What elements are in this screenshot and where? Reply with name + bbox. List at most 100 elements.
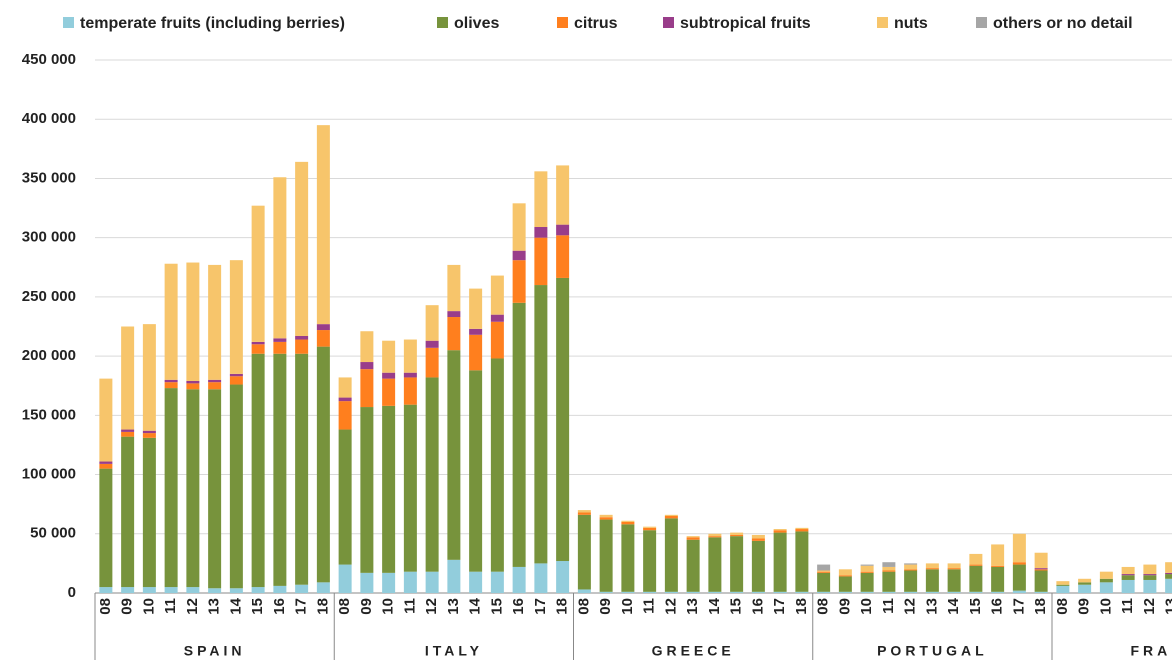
bar-segment bbox=[1012, 533, 1026, 563]
bar-segment bbox=[534, 227, 548, 238]
bar-segment bbox=[1121, 575, 1135, 580]
bar-segment bbox=[142, 433, 156, 438]
x-tick-label: 12 bbox=[902, 598, 919, 615]
bar-segment bbox=[969, 591, 983, 593]
bar-segment bbox=[1034, 570, 1048, 592]
x-tick-label: 12 bbox=[1141, 598, 1158, 615]
bar-segment bbox=[708, 537, 722, 592]
bar-segment bbox=[469, 571, 483, 593]
bar-segment bbox=[817, 564, 831, 571]
bar-segment bbox=[403, 571, 417, 593]
x-tick-label: 11 bbox=[162, 598, 179, 614]
bar-segment bbox=[1165, 574, 1172, 579]
bar-segment bbox=[882, 566, 896, 571]
bar-segment bbox=[643, 530, 657, 592]
bar-segment bbox=[1165, 562, 1172, 573]
x-tick-label: 11 bbox=[880, 598, 897, 614]
y-tick-label: 50 000 bbox=[30, 525, 76, 542]
x-tick-label: 13 bbox=[206, 598, 223, 615]
bar-segment bbox=[556, 561, 570, 593]
bar-segment bbox=[99, 468, 113, 588]
bar-segment bbox=[229, 376, 243, 385]
bar-segment bbox=[577, 512, 591, 515]
bar-segment bbox=[686, 591, 700, 593]
bar-segment bbox=[1078, 584, 1092, 593]
y-tick-label: 350 000 bbox=[22, 169, 76, 186]
x-tick-label: 12 bbox=[423, 598, 440, 615]
bar-segment bbox=[164, 382, 178, 389]
bar-segment bbox=[1056, 585, 1070, 593]
legend-swatch bbox=[63, 17, 74, 28]
bar-segment bbox=[273, 177, 287, 339]
bar-segment bbox=[947, 569, 961, 592]
bar-segment bbox=[208, 588, 222, 593]
y-tick-label: 250 000 bbox=[22, 288, 76, 305]
legend-swatch bbox=[976, 17, 987, 28]
x-tick-label: 18 bbox=[793, 598, 810, 615]
bar-segment bbox=[186, 262, 200, 381]
group-label: GREECE bbox=[652, 643, 735, 659]
bar-segment bbox=[360, 362, 374, 370]
bar-segment bbox=[882, 571, 896, 592]
x-tick-label: 14 bbox=[706, 597, 723, 614]
bar-segment bbox=[403, 377, 417, 405]
bar-segment bbox=[730, 591, 744, 593]
legend-label: citrus bbox=[574, 15, 618, 32]
bar-segment bbox=[947, 568, 961, 570]
bar-segment bbox=[142, 587, 156, 593]
y-tick-label: 200 000 bbox=[22, 347, 76, 364]
bar-segment bbox=[360, 407, 374, 573]
bar-segment bbox=[142, 430, 156, 434]
bar-segment bbox=[708, 533, 722, 537]
bar-segment bbox=[273, 338, 287, 342]
bar-segment bbox=[838, 569, 852, 576]
x-tick-label: 17 bbox=[293, 598, 310, 615]
bar-segment bbox=[208, 379, 222, 383]
legend-label: subtropical fruits bbox=[680, 15, 811, 32]
bar-segment bbox=[947, 591, 961, 593]
bar-segment bbox=[338, 401, 352, 430]
bar-segment bbox=[121, 587, 135, 593]
bar-segment bbox=[686, 537, 700, 540]
bar-segment bbox=[447, 311, 461, 318]
x-tick-label: 10 bbox=[619, 598, 636, 615]
x-tick-label: 13 bbox=[923, 598, 940, 615]
bar-segment bbox=[99, 461, 113, 464]
bar-segment bbox=[817, 591, 831, 593]
legend-swatch bbox=[663, 17, 674, 28]
legend-label: temperate fruits (including berries) bbox=[80, 15, 345, 32]
bar-segment bbox=[490, 321, 504, 359]
bar-segment bbox=[338, 564, 352, 593]
bar-segment bbox=[316, 582, 330, 593]
x-tick-label: 18 bbox=[1032, 598, 1049, 615]
bar-segment bbox=[1078, 578, 1092, 583]
bar-segment bbox=[751, 591, 765, 593]
bar-segment bbox=[534, 285, 548, 564]
bar-segment bbox=[643, 527, 657, 531]
bar-segment bbox=[838, 591, 852, 593]
bar-segment bbox=[512, 260, 526, 303]
bar-segment bbox=[1143, 579, 1157, 593]
bar-segment bbox=[490, 571, 504, 593]
bar-segment bbox=[208, 389, 222, 589]
bar-segment bbox=[99, 463, 113, 469]
legend-label: others or no detail bbox=[993, 15, 1133, 32]
bar-segment bbox=[556, 235, 570, 278]
bar-segment bbox=[882, 591, 896, 593]
bar-segment bbox=[382, 372, 396, 379]
bar-segment bbox=[512, 566, 526, 593]
bar-segment bbox=[708, 536, 722, 538]
bar-segment bbox=[382, 378, 396, 406]
bar-segment bbox=[556, 224, 570, 236]
bar-segment bbox=[904, 570, 918, 592]
bar-segment bbox=[795, 529, 809, 532]
bar-segment bbox=[882, 570, 896, 572]
x-tick-label: 16 bbox=[989, 598, 1006, 615]
bar-segment bbox=[403, 372, 417, 378]
bar-segment bbox=[751, 534, 765, 539]
bar-segment bbox=[599, 517, 613, 520]
x-tick-label: 09 bbox=[836, 598, 853, 615]
bar-segment bbox=[447, 350, 461, 560]
bar-segment bbox=[1121, 579, 1135, 593]
bar-segment bbox=[360, 369, 374, 408]
